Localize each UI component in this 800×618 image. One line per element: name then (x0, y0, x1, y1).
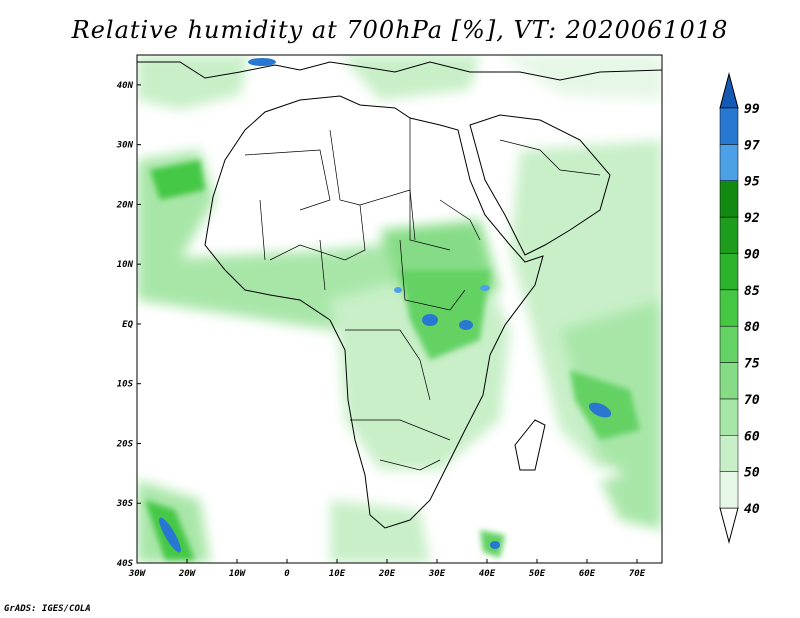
colorbar-bottom-arrow (719, 507, 739, 544)
coastlines (137, 61, 662, 529)
lat-tick-label: 40N (117, 81, 134, 91)
map-title: Relative humidity at 700hPa [%], VT: 202… (71, 16, 729, 44)
lon-tick-label: 10W (229, 569, 247, 579)
high-humidity-cores (145, 160, 640, 560)
lat-tick-label: 20S (116, 439, 134, 449)
colorbar-segment (719, 107, 739, 145)
colorbar-segment (719, 180, 739, 218)
colorbar-segment (719, 253, 739, 291)
colorbar-segment (719, 435, 739, 472)
colorbar-top-arrow (719, 72, 739, 109)
political-borders (244, 118, 601, 471)
lat-tick-label: 10N (117, 260, 134, 270)
colorbar-label: 60 (744, 429, 760, 444)
lon-tick-label: 40E (479, 569, 496, 579)
lon-tick-label: 30E (428, 569, 446, 579)
lat-tick-label: 30S (116, 499, 134, 509)
colorbar-segment (719, 144, 739, 181)
map-frame (136, 54, 663, 564)
colorbar-segment (719, 362, 739, 400)
lat-tick-label: 20N (116, 200, 134, 210)
colorbar-label: 85 (744, 284, 760, 299)
colorbar-label: 80 (744, 320, 760, 335)
lat-tick-label: 30N (116, 141, 134, 151)
colorbar-label: 90 (744, 247, 760, 262)
lon-tick-label: 70E (629, 569, 646, 579)
colorbar-label: 99 (744, 102, 760, 117)
lat-tick-label: 40S (117, 559, 134, 569)
credit-label: GrADS: IGES/COLA (4, 604, 91, 614)
colorbar-segment (719, 398, 739, 436)
lon-tick-label: 60E (579, 569, 596, 579)
colorbar-label: 70 (744, 393, 760, 408)
colorbar-segment (719, 289, 739, 327)
colorbar-label: 95 (744, 175, 760, 190)
lat-tick-label: 10S (117, 380, 134, 390)
colorbar-label: 97 (744, 138, 760, 153)
humidity-field (137, 55, 662, 563)
colorbar-label: 50 (744, 466, 760, 481)
colorbar-segment (719, 216, 739, 254)
colorbar-label: 92 (744, 211, 760, 226)
colorbar-label: 75 (744, 357, 760, 372)
colorbar-segment (719, 471, 739, 509)
colorbar: 40 50 60 70 75 80 85 90 92 95 97 99 (719, 72, 760, 544)
longitude-ticks: 30W 20W 10W 0 10E 20E 30E 40E 50E 60E 70E (128, 559, 646, 579)
colorbar-label: 40 (744, 502, 760, 517)
lat-tick-label: EQ (122, 320, 133, 330)
colorbar-segment (719, 325, 739, 363)
latitude-ticks: 40N 30N 20N 10N EQ 10S 20S 30S 40S (116, 81, 141, 569)
lon-tick-label: 10E (329, 569, 346, 579)
lon-tick-label: 0 (284, 569, 290, 579)
lon-tick-label: 50E (529, 569, 546, 579)
saturation-patches (159, 58, 612, 553)
lon-tick-label: 30W (128, 569, 147, 579)
lon-tick-label: 20E (378, 569, 396, 579)
lon-tick-label: 20W (178, 569, 197, 579)
